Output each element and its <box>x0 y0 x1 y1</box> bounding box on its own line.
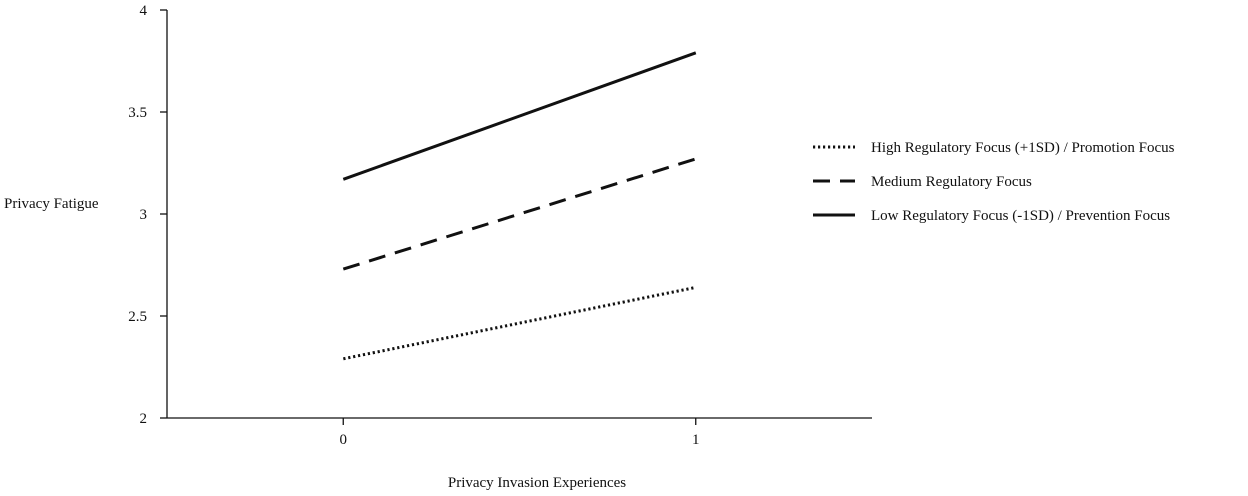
y-tick-label: 2.5 <box>128 309 147 325</box>
x-tick-label: 1 <box>692 432 700 448</box>
y-axis-ticks: 2 2.5 3 3.5 4 <box>128 3 167 427</box>
y-tick-label: 3.5 <box>128 105 147 121</box>
axes <box>166 10 872 419</box>
legend-label: High Regulatory Focus (+1SD) / Promotion… <box>871 140 1175 156</box>
x-tick-label: 0 <box>340 432 348 448</box>
legend-item: Low Regulatory Focus (-1SD) / Prevention… <box>813 208 1170 224</box>
y-tick-label: 3 <box>140 207 148 223</box>
legend-label: Low Regulatory Focus (-1SD) / Prevention… <box>871 208 1170 224</box>
legend: High Regulatory Focus (+1SD) / Promotion… <box>813 140 1175 224</box>
series-lines <box>342 51 697 361</box>
series-line-solid <box>342 51 697 181</box>
x-axis-label: Privacy Invasion Experiences <box>448 475 626 491</box>
y-axis-label: Privacy Fatigue <box>4 196 99 212</box>
series-line-dashed <box>342 157 697 271</box>
y-tick-label: 4 <box>140 3 148 19</box>
y-tick-label: 2 <box>140 411 148 427</box>
legend-item: Medium Regulatory Focus <box>813 174 1032 190</box>
series-line-dotted <box>343 285 697 361</box>
legend-label: Medium Regulatory Focus <box>871 174 1032 190</box>
legend-item: High Regulatory Focus (+1SD) / Promotion… <box>813 140 1175 156</box>
